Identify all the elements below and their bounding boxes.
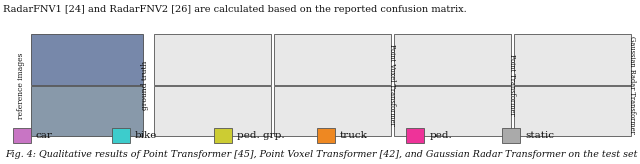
Bar [394,34,511,85]
Bar [214,128,232,143]
Bar [502,128,520,143]
Text: RadarFNV1 [24] and RadarFNV2 [26] are calculated based on the reported confusion: RadarFNV1 [24] and RadarFNV2 [26] are ca… [3,5,467,14]
Bar [31,34,143,85]
Text: truck: truck [340,131,368,140]
Bar [31,86,143,136]
Text: ground truth: ground truth [141,61,148,110]
Bar [13,128,31,143]
Text: bike: bike [135,131,157,140]
Bar [394,86,511,136]
Bar [112,128,130,143]
Text: Point Voxel Transformer: Point Voxel Transformer [388,44,396,126]
Text: static: static [525,131,554,140]
Bar [406,128,424,143]
Bar [154,86,271,136]
Bar [154,34,271,85]
Text: ped.: ped. [429,131,452,140]
Text: Gaussian Radar Transformer: Gaussian Radar Transformer [628,36,636,134]
Text: Point Transformer: Point Transformer [508,54,516,116]
Text: Fig. 4: Qualitative results of Point Transformer [45], Point Voxel Transformer [: Fig. 4: Qualitative results of Point Tra… [5,151,640,159]
Text: ped. grp.: ped. grp. [237,131,285,140]
Bar [274,86,391,136]
Text: reference images: reference images [17,52,25,119]
Bar [514,34,631,85]
Bar [514,86,631,136]
Bar [274,34,391,85]
Bar [317,128,335,143]
Text: car: car [36,131,52,140]
